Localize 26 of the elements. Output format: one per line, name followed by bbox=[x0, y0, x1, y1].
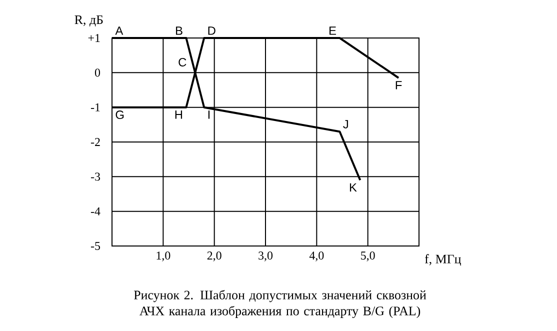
y-tick-label: -2 bbox=[90, 138, 100, 146]
annotation: F bbox=[396, 81, 402, 90]
x-axis-title: f, МГц bbox=[424, 254, 461, 266]
y-tick-label: 0 bbox=[94, 68, 100, 77]
x-tick-label: 5,0 bbox=[361, 252, 375, 262]
y-tick-label: +1 bbox=[88, 34, 100, 42]
y-axis-title: R, дБ bbox=[74, 15, 103, 26]
annotation: D bbox=[208, 26, 216, 35]
annotation: E bbox=[330, 26, 336, 35]
x-tick-label: 1,0 bbox=[156, 252, 170, 262]
x-tick-label: 4,0 bbox=[309, 252, 324, 262]
y-tick-label: -5 bbox=[90, 242, 100, 250]
y-tick-label: -3 bbox=[90, 172, 100, 181]
annotation: J bbox=[343, 120, 348, 128]
annotation: A bbox=[115, 26, 124, 35]
text: Рисунок 2. Шаблон допустимых значений сквозной АЧХ канала изображения по стандарту B/G (PAL) bbox=[134, 290, 426, 318]
annotation: I bbox=[208, 110, 210, 119]
annotation: G bbox=[116, 110, 124, 119]
y-tick-label: -1 bbox=[90, 103, 100, 112]
x-tick-label: 3,0 bbox=[258, 252, 273, 262]
y-tick-label: -4 bbox=[90, 207, 100, 216]
annotation: C bbox=[178, 58, 186, 66]
x-tick-label: 2,0 bbox=[207, 252, 222, 262]
annotation: K bbox=[350, 183, 357, 192]
annotation: H bbox=[175, 110, 182, 119]
annotation: B bbox=[176, 26, 182, 35]
